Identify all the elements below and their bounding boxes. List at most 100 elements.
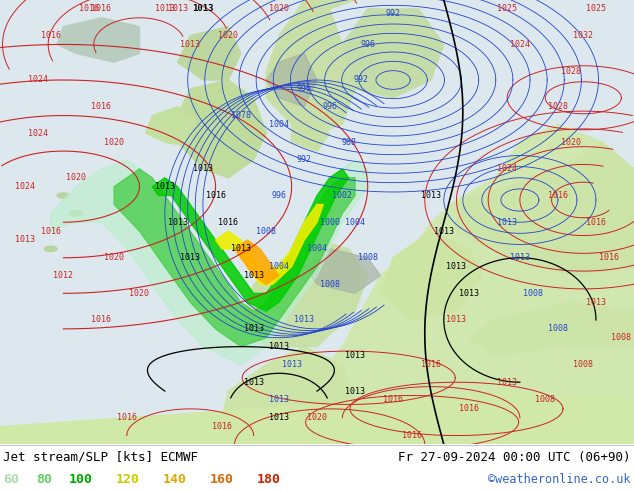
Text: 1016: 1016 (117, 413, 137, 422)
Text: 1016: 1016 (421, 360, 441, 369)
Text: 180: 180 (257, 473, 281, 487)
Polygon shape (380, 231, 482, 320)
Text: 1013: 1013 (243, 324, 264, 333)
Text: 1013: 1013 (497, 378, 517, 387)
Text: 1013: 1013 (15, 236, 36, 245)
Text: 988: 988 (341, 138, 356, 147)
Text: 1008: 1008 (358, 253, 378, 262)
Text: 992: 992 (297, 155, 312, 165)
Text: 1008: 1008 (535, 395, 555, 404)
Text: 1078: 1078 (231, 111, 251, 120)
Text: 1020: 1020 (269, 4, 289, 13)
Polygon shape (0, 391, 634, 444)
Text: 1004: 1004 (307, 245, 327, 253)
Polygon shape (469, 302, 634, 356)
Polygon shape (266, 0, 355, 133)
Text: 1025: 1025 (497, 4, 517, 13)
Polygon shape (57, 18, 139, 62)
Text: ©weatheronline.co.uk: ©weatheronline.co.uk (488, 473, 631, 487)
Ellipse shape (70, 211, 82, 216)
Text: 1024: 1024 (510, 40, 530, 49)
Ellipse shape (57, 193, 70, 198)
Text: 1013: 1013 (231, 245, 251, 253)
Text: 160: 160 (210, 473, 234, 487)
Text: 1016: 1016 (205, 191, 226, 200)
Text: 1013: 1013 (180, 253, 200, 262)
Text: 1013: 1013 (446, 262, 467, 271)
Text: 1004: 1004 (269, 120, 289, 129)
Polygon shape (51, 160, 368, 365)
Polygon shape (216, 204, 323, 284)
Text: 120: 120 (116, 473, 140, 487)
Text: 996: 996 (322, 102, 337, 111)
Text: 1024: 1024 (28, 75, 48, 84)
Polygon shape (114, 169, 355, 346)
Text: 1000: 1000 (320, 218, 340, 227)
Text: 60: 60 (3, 473, 19, 487)
Text: 1024: 1024 (28, 129, 48, 138)
Text: 1013: 1013 (421, 191, 441, 200)
Text: 1020: 1020 (66, 173, 86, 182)
Text: 1024: 1024 (15, 182, 36, 191)
Text: 1013: 1013 (510, 253, 530, 262)
Text: 1016: 1016 (218, 218, 238, 227)
Text: 996: 996 (271, 191, 287, 200)
Text: 1012: 1012 (53, 271, 74, 280)
Text: 1028: 1028 (548, 102, 568, 111)
Text: 1013: 1013 (155, 4, 175, 13)
Text: 1013: 1013 (294, 316, 314, 324)
Polygon shape (342, 9, 444, 98)
Text: 1013: 1013 (155, 182, 175, 191)
Text: 1016: 1016 (91, 4, 112, 13)
Polygon shape (456, 142, 634, 275)
Text: 996: 996 (360, 40, 375, 49)
Text: 100: 100 (69, 473, 93, 487)
Text: 1016: 1016 (91, 316, 112, 324)
Text: 1016: 1016 (586, 218, 606, 227)
Text: 1008: 1008 (548, 324, 568, 333)
Text: 1013: 1013 (269, 395, 289, 404)
Text: Jet stream/SLP [kts] ECMWF: Jet stream/SLP [kts] ECMWF (3, 451, 198, 464)
Text: 1013: 1013 (167, 218, 188, 227)
Text: 1013: 1013 (446, 316, 467, 324)
Text: 1013: 1013 (497, 218, 517, 227)
Polygon shape (292, 124, 330, 151)
Ellipse shape (44, 246, 57, 251)
Text: 1020: 1020 (560, 138, 581, 147)
Text: 1020: 1020 (104, 253, 124, 262)
Text: 1016: 1016 (41, 31, 61, 40)
Text: 1013: 1013 (269, 342, 289, 351)
Text: 1013: 1013 (192, 4, 214, 13)
Polygon shape (146, 107, 197, 147)
Text: 1013: 1013 (586, 298, 606, 307)
Polygon shape (152, 169, 349, 311)
Text: 1016: 1016 (383, 395, 403, 404)
Text: 1013: 1013 (193, 164, 213, 173)
Text: 1016: 1016 (402, 431, 422, 440)
Text: 1008: 1008 (320, 280, 340, 289)
Text: 1016: 1016 (548, 191, 568, 200)
Text: 1016: 1016 (212, 422, 232, 431)
Text: 1025: 1025 (586, 4, 606, 13)
Polygon shape (266, 53, 317, 107)
Polygon shape (304, 249, 380, 294)
Text: 1016: 1016 (79, 4, 99, 13)
Text: 1016: 1016 (598, 253, 619, 262)
Text: 992: 992 (354, 75, 369, 84)
Text: 1028: 1028 (560, 67, 581, 75)
Text: 1016: 1016 (91, 102, 112, 111)
Text: 140: 140 (163, 473, 187, 487)
Polygon shape (178, 80, 266, 178)
Polygon shape (241, 240, 368, 346)
Text: 1013: 1013 (269, 413, 289, 422)
Text: 1002: 1002 (332, 191, 353, 200)
Text: 1008: 1008 (522, 289, 543, 298)
Text: 1032: 1032 (573, 31, 593, 40)
Text: 1020: 1020 (307, 413, 327, 422)
Text: 1013: 1013 (243, 378, 264, 387)
Text: 1008: 1008 (611, 333, 631, 343)
Text: 80: 80 (36, 473, 52, 487)
Text: 1024: 1024 (497, 164, 517, 173)
Text: 1013: 1013 (243, 271, 264, 280)
Ellipse shape (131, 423, 147, 430)
